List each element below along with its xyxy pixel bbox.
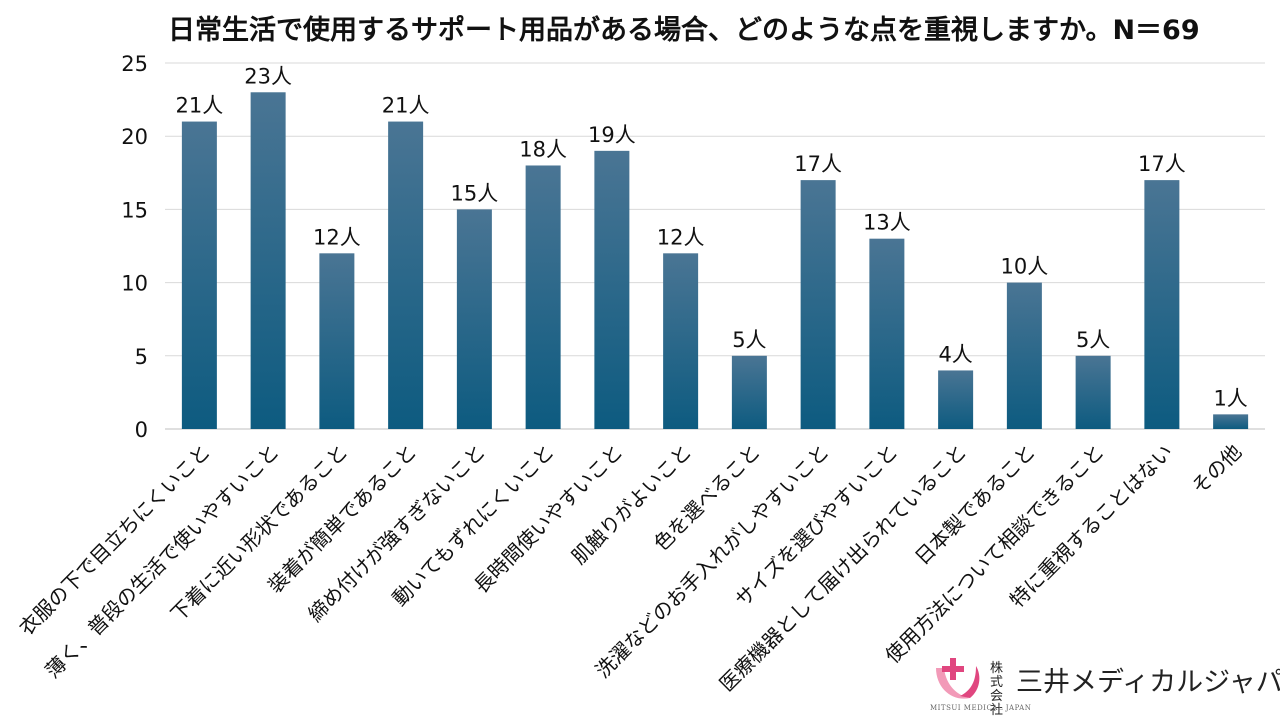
data-label: 21人 [382, 94, 430, 118]
logo-prefix: 株式会社 [990, 661, 1004, 718]
y-tick-label: 20 [121, 125, 148, 149]
y-axis-ticks: 0 5 10 15 20 25 [121, 52, 148, 442]
data-label: 10人 [1001, 255, 1049, 279]
bar [388, 121, 424, 429]
bar [1006, 282, 1042, 429]
bar [731, 355, 767, 429]
bar [938, 370, 974, 429]
data-label: 21人 [176, 94, 224, 118]
y-tick-label: 5 [135, 345, 148, 369]
data-label: 5人 [732, 328, 766, 352]
data-label: 5人 [1076, 328, 1110, 352]
y-tick-label: 0 [135, 418, 148, 442]
chart-title: 日常生活で使用するサポート用品がある場合、どのような点を重視しますか。N＝69 [168, 15, 1200, 46]
bar [456, 209, 492, 429]
data-label: 17人 [794, 152, 842, 176]
bar [1213, 414, 1249, 429]
logo-name: 三井メディカルジャパン [1016, 667, 1280, 698]
bar [663, 253, 699, 429]
bar [181, 121, 217, 429]
data-label: 15人 [451, 181, 499, 205]
data-label: 17人 [1138, 152, 1186, 176]
data-label: 19人 [588, 123, 636, 147]
y-tick-label: 15 [121, 198, 148, 222]
logo-small-text: MITSUI MEDICAL JAPAN [930, 704, 1032, 712]
y-tick-label: 10 [121, 272, 148, 296]
x-tick-label: 肌触りがよいこと [567, 440, 696, 569]
bars [181, 92, 1249, 430]
data-label: 18人 [519, 137, 567, 161]
data-label: 12人 [313, 225, 361, 249]
data-label: 4人 [938, 342, 972, 366]
y-tick-label: 25 [121, 52, 148, 76]
bar [869, 238, 905, 429]
x-tick-label: その他 [1187, 440, 1246, 499]
bar [594, 150, 630, 429]
bar [250, 92, 286, 429]
data-label: 12人 [657, 225, 705, 249]
bar [525, 165, 561, 430]
x-tick-label: 日本製であること [910, 440, 1040, 570]
data-label: 13人 [863, 211, 911, 235]
data-label: 23人 [244, 64, 292, 88]
bar [1075, 355, 1111, 429]
bar [800, 180, 836, 429]
bar [319, 253, 355, 429]
data-labels: 21人 23人 12人 21人 15人 18人 19人 12人 5人 17人 13人 4人 10人 5人 1… [176, 64, 1248, 410]
logo-mark-icon [936, 658, 980, 699]
bar [1144, 180, 1180, 429]
data-label: 1人 [1213, 386, 1247, 410]
company-logo: 株式会社 三井メディカルジャパン MITSUI MEDICAL JAPAN [930, 654, 1280, 718]
